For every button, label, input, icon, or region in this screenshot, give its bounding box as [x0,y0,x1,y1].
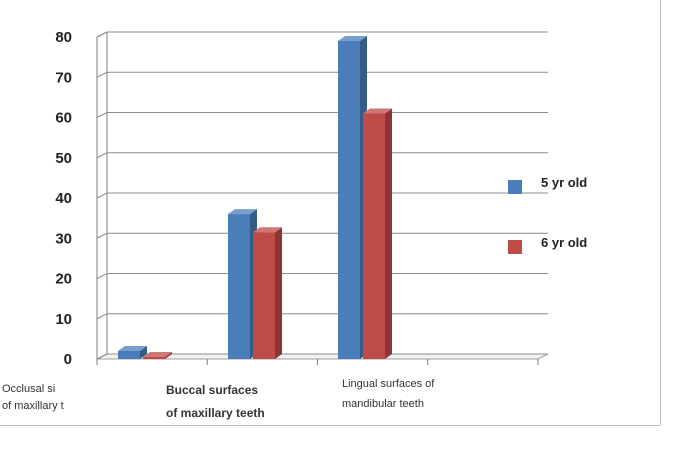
bar-top [228,209,257,215]
gridline-40 [96,192,548,199]
bar-top [253,227,282,233]
bar-front [143,356,165,359]
legend-label-1: 6 yr old [541,235,587,250]
bar-side [165,351,172,359]
bar-front [253,232,275,359]
x-category-label-2-1: mandibular teeth [342,398,424,410]
bar-5-yr-old-0 [118,345,147,359]
gridline-80 [96,31,548,38]
bar-top [118,345,147,351]
y-tick-label-40: 40 [55,190,72,207]
y-tick-label-50: 50 [55,150,72,167]
x-category-label-2-0: Lingual surfaces of [342,378,435,390]
legend-swatch-1 [508,240,522,254]
bar-top [363,108,392,114]
bar-front [228,214,250,359]
bar-6-yr-old-2 [363,108,392,359]
y-tick-label-60: 60 [55,110,72,127]
legend-label-0: 5 yr old [541,175,587,190]
x-category-label-0-0: Occlusal sі [2,383,55,395]
gridline-30 [96,232,548,239]
x-category-label-1-0: Buccal surfaces [166,383,258,397]
bar-front [338,41,360,360]
bar-side [275,227,282,359]
gridline-10 [96,313,548,320]
bar-5-yr-old-1 [228,209,257,359]
bar-side [140,345,147,359]
y-tick-label-20: 20 [55,271,72,288]
bar-6-yr-old-1 [253,227,282,359]
y-tick-label-80: 80 [55,29,72,46]
gridline-50 [96,152,548,159]
gridline-60 [96,112,548,118]
bar-5-yr-old-2 [338,36,367,360]
frame-bottom-border [0,425,660,426]
y-tick-label-0: 0 [64,351,72,368]
bar-front [118,350,140,359]
bar-6-yr-old-0 [143,351,172,359]
bar-top [143,351,172,357]
y-tick-label-10: 10 [55,311,72,328]
gridline-70 [96,71,548,78]
bar-side [385,108,392,359]
gridline-20 [96,273,548,279]
x-category-label-0-1: of maxillary t [2,400,64,412]
bar-top [338,36,367,42]
y-tick-label-70: 70 [55,69,72,86]
frame-right-border [660,0,661,425]
gridline-0 [96,353,548,360]
x-category-label-1-1: of maxillary teeth [166,406,265,420]
y-tick-label-30: 30 [55,230,72,247]
legend-swatch-0 [508,180,522,194]
bar-front [363,113,385,359]
